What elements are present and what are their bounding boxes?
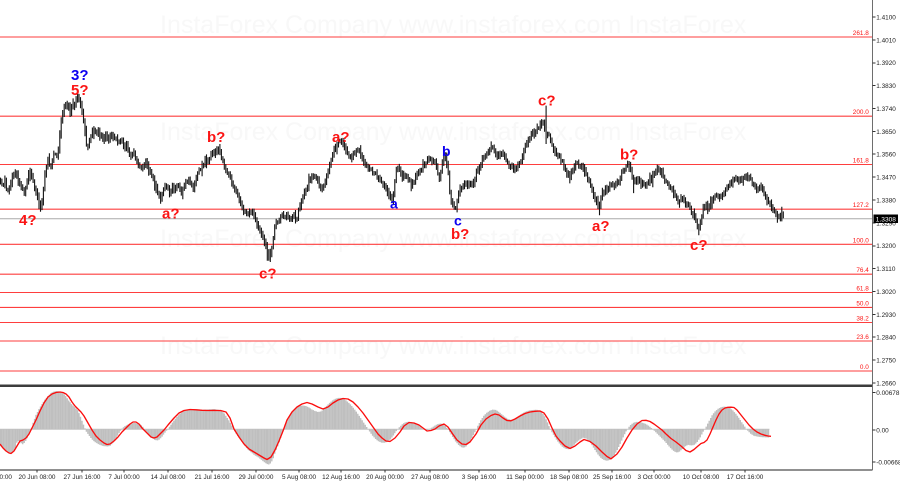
svg-text:InstaForex Company www.instaf: InstaForex Company www.instaforex.com In… [160,118,747,146]
svg-text:3?: 3? [71,67,89,84]
svg-text:-0.00668: -0.00668 [876,459,900,466]
svg-text:0.00678: 0.00678 [876,390,900,397]
svg-text:3 Sep 16:00: 3 Sep 16:00 [462,474,497,481]
svg-text:b?: b? [620,147,638,164]
svg-text:1.3290: 1.3290 [876,220,896,227]
svg-text:a?: a? [162,206,180,223]
svg-text:b?: b? [207,129,225,146]
svg-text:11 Sep 00:00: 11 Sep 00:00 [506,474,544,481]
svg-text:1.4100: 1.4100 [876,14,896,21]
svg-text:13 Jun 00:00: 13 Jun 00:00 [0,474,12,481]
svg-text:1.3200: 1.3200 [876,243,896,250]
svg-text:4?: 4? [19,212,37,229]
svg-text:1.3650: 1.3650 [876,129,896,136]
svg-text:261.8: 261.8 [853,30,869,37]
svg-text:100.0: 100.0 [853,237,869,244]
svg-text:1.4010: 1.4010 [876,37,896,44]
svg-text:1.3920: 1.3920 [876,60,896,67]
svg-text:0.00: 0.00 [876,427,889,434]
svg-text:c?: c? [538,93,556,110]
svg-text:20 Jun 08:00: 20 Jun 08:00 [19,474,56,481]
svg-text:b?: b? [451,226,469,243]
svg-text:1.2750: 1.2750 [876,358,896,365]
svg-text:200.0: 200.0 [853,109,869,116]
svg-text:27 Jun 16:00: 27 Jun 16:00 [64,474,101,481]
svg-text:3 Oct 00:00: 3 Oct 00:00 [637,474,670,481]
svg-text:InstaForex Company www.instaf: InstaForex Company www.instaforex.com In… [160,11,747,39]
svg-text:38.2: 38.2 [856,316,869,323]
svg-text:10 Oct 08:00: 10 Oct 08:00 [683,474,720,481]
svg-text:23.6: 23.6 [856,334,869,341]
svg-text:127.2: 127.2 [853,202,869,209]
svg-text:18 Sep 08:00: 18 Sep 08:00 [550,474,588,481]
svg-text:14 Jul 08:00: 14 Jul 08:00 [151,474,186,481]
svg-text:1.2840: 1.2840 [876,335,896,342]
svg-text:c?: c? [259,266,277,283]
svg-text:7 Jul 00:00: 7 Jul 00:00 [108,474,140,481]
svg-text:161.8: 161.8 [853,158,869,165]
svg-text:c: c [454,212,462,228]
svg-text:21 Jul 16:00: 21 Jul 16:00 [195,474,230,481]
svg-text:61.8: 61.8 [856,286,869,293]
svg-text:1.3470: 1.3470 [876,175,896,182]
svg-text:20 Aug 00:00: 20 Aug 00:00 [366,474,404,481]
svg-text:1.3380: 1.3380 [876,197,896,204]
svg-text:1.3740: 1.3740 [876,106,896,113]
svg-text:5?: 5? [71,82,89,99]
svg-text:29 Jul 00:00: 29 Jul 00:00 [239,474,274,481]
svg-text:5 Aug 08:00: 5 Aug 08:00 [282,474,317,481]
svg-text:12 Aug 16:00: 12 Aug 16:00 [322,474,360,481]
svg-text:1.3830: 1.3830 [876,83,896,90]
svg-text:a?: a? [592,218,610,235]
svg-text:50.0: 50.0 [856,300,869,307]
svg-text:1.3308: 1.3308 [876,217,897,224]
svg-text:b: b [442,143,451,159]
svg-text:InstaForex Company www.instaf: InstaForex Company www.instaforex.com In… [160,225,747,253]
svg-text:27 Aug 08:00: 27 Aug 08:00 [411,474,449,481]
svg-text:a: a [390,196,398,212]
svg-text:1.3020: 1.3020 [876,289,896,296]
svg-text:InstaForex Company www.instaf: InstaForex Company www.instaforex.com In… [160,332,747,360]
svg-text:1.3110: 1.3110 [876,266,896,273]
svg-text:17 Oct 16:00: 17 Oct 16:00 [727,474,764,481]
svg-text:a?: a? [332,129,350,146]
svg-text:76.4: 76.4 [856,267,869,274]
svg-text:1.3560: 1.3560 [876,152,896,159]
svg-text:0.0: 0.0 [860,364,869,371]
svg-text:1.2660: 1.2660 [876,380,896,387]
svg-text:25 Sep 16:00: 25 Sep 16:00 [593,474,631,481]
svg-text:1.2930: 1.2930 [876,312,896,319]
svg-text:c?: c? [690,237,708,254]
